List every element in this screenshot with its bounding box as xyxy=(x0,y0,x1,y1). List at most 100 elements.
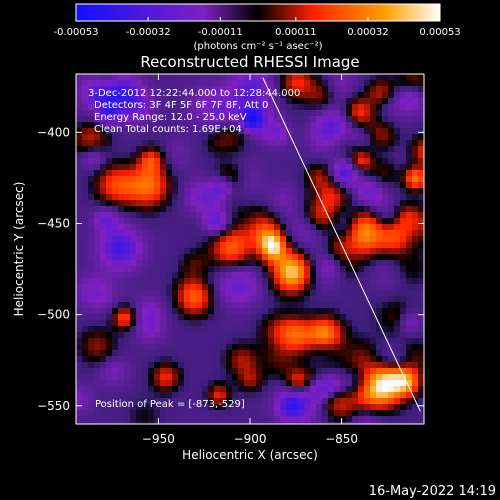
image-cell xyxy=(190,200,196,206)
image-cell xyxy=(376,302,382,308)
limb-line xyxy=(262,77,421,412)
image-cell xyxy=(160,302,166,308)
image-cell xyxy=(268,236,274,242)
image-cell xyxy=(274,146,280,152)
image-cell xyxy=(262,398,268,404)
image-cell xyxy=(232,200,238,206)
image-cell xyxy=(124,410,130,416)
image-cell xyxy=(334,332,340,338)
image-cell xyxy=(262,332,268,338)
image-cell xyxy=(184,416,190,422)
image-cell xyxy=(136,272,142,278)
image-cell xyxy=(286,398,292,404)
image-cell xyxy=(286,296,292,302)
image-cell xyxy=(118,158,124,164)
image-cell xyxy=(238,284,244,290)
image-cell xyxy=(94,248,100,254)
image-cell xyxy=(400,326,406,332)
image-cell xyxy=(160,332,166,338)
image-cell xyxy=(388,194,394,200)
image-cell xyxy=(166,200,172,206)
image-cell xyxy=(142,158,148,164)
image-cell xyxy=(304,110,310,116)
image-cell xyxy=(106,356,112,362)
image-cell xyxy=(310,338,316,344)
image-cell xyxy=(322,242,328,248)
image-cell xyxy=(334,314,340,320)
image-cell xyxy=(148,404,154,410)
image-cell xyxy=(394,272,400,278)
image-cell xyxy=(418,98,424,104)
image-cell xyxy=(394,242,400,248)
image-cell xyxy=(262,164,268,170)
image-cell xyxy=(94,398,100,404)
image-cell xyxy=(238,344,244,350)
image-cell xyxy=(82,284,88,290)
image-cell xyxy=(166,86,172,92)
image-cell xyxy=(376,278,382,284)
image-cell xyxy=(166,344,172,350)
image-cell xyxy=(418,212,424,218)
image-cell xyxy=(196,278,202,284)
image-cell xyxy=(184,236,190,242)
image-cell xyxy=(94,80,100,86)
image-cell xyxy=(316,218,322,224)
image-cell xyxy=(82,116,88,122)
image-cell xyxy=(226,200,232,206)
image-cell xyxy=(118,368,124,374)
image-cell xyxy=(400,260,406,266)
image-cell xyxy=(220,290,226,296)
image-cell xyxy=(280,242,286,248)
image-cell xyxy=(220,152,226,158)
image-cell xyxy=(298,314,304,320)
image-cell xyxy=(364,236,370,242)
image-cell xyxy=(322,326,328,332)
image-cell xyxy=(94,296,100,302)
image-cell xyxy=(130,410,136,416)
image-cell xyxy=(292,278,298,284)
image-cell xyxy=(136,332,142,338)
image-cell xyxy=(280,92,286,98)
image-cell xyxy=(322,116,328,122)
image-cell xyxy=(166,170,172,176)
image-cell xyxy=(388,422,394,424)
image-cell xyxy=(292,74,298,80)
image-cell xyxy=(340,200,346,206)
image-cell xyxy=(394,230,400,236)
image-cell xyxy=(196,284,202,290)
image-cell xyxy=(178,140,184,146)
image-cell xyxy=(166,374,172,380)
image-cell xyxy=(160,260,166,266)
image-cell xyxy=(382,368,388,374)
image-cell xyxy=(196,128,202,134)
image-cell xyxy=(148,314,154,320)
image-cell xyxy=(286,410,292,416)
image-cell xyxy=(256,248,262,254)
image-cell xyxy=(106,116,112,122)
image-cell xyxy=(214,158,220,164)
image-cell xyxy=(346,416,352,422)
image-cell xyxy=(226,170,232,176)
image-cell xyxy=(256,386,262,392)
image-cell xyxy=(316,362,322,368)
image-cell xyxy=(322,170,328,176)
image-cell xyxy=(106,350,112,356)
image-cell xyxy=(334,326,340,332)
image-cell xyxy=(112,254,118,260)
image-cell xyxy=(190,350,196,356)
image-cell xyxy=(262,134,268,140)
image-cell xyxy=(328,332,334,338)
image-cell xyxy=(382,170,388,176)
image-cell xyxy=(400,284,406,290)
image-cell xyxy=(268,206,274,212)
image-cell xyxy=(250,290,256,296)
image-cell xyxy=(154,206,160,212)
image-cell xyxy=(370,314,376,320)
image-cell xyxy=(316,284,322,290)
image-cell xyxy=(322,404,328,410)
image-cell xyxy=(82,242,88,248)
image-cell xyxy=(82,254,88,260)
image-cell xyxy=(418,194,424,200)
image-cell xyxy=(394,146,400,152)
image-cell xyxy=(172,272,178,278)
